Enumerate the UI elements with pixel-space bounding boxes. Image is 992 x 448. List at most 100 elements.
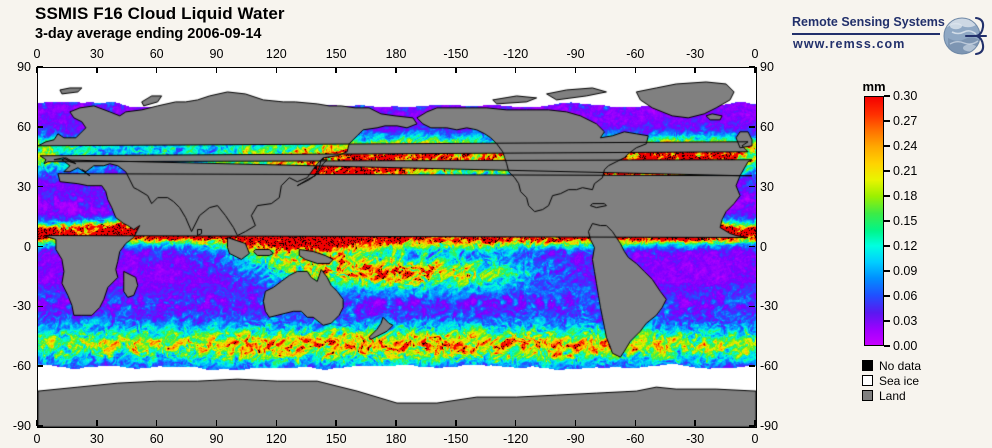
x-tick-top (694, 67, 696, 73)
y-tick-right (749, 66, 755, 68)
y-tick-right (749, 126, 755, 128)
x-tick-bottom (36, 420, 38, 426)
x-tick-top (275, 67, 278, 73)
x-axis-label-bottom: -150 (443, 432, 469, 446)
x-tick-top (574, 67, 577, 73)
y-axis-label-right: 90 (760, 60, 774, 74)
legend-label: No data (879, 358, 922, 373)
x-tick-bottom (455, 420, 457, 426)
x-tick-top (634, 67, 637, 73)
colorbar-tick (884, 120, 890, 122)
x-tick-bottom (215, 420, 218, 426)
y-tick-left (37, 185, 43, 188)
x-axis-label-top: 180 (385, 47, 407, 61)
page-subtitle: 3-day average ending 2006-09-14 (35, 26, 262, 42)
x-tick-top (395, 67, 397, 73)
y-tick-right (749, 245, 755, 248)
colorbar-tick (884, 195, 890, 197)
x-axis-label-top: 0 (751, 47, 759, 61)
x-tick-bottom (275, 420, 278, 426)
y-tick-right (749, 365, 755, 367)
legend-swatch (862, 375, 873, 386)
y-axis-label-left: 0 (24, 239, 31, 254)
colorbar-gradient (864, 96, 884, 346)
y-tick-right (749, 305, 755, 308)
cloud-liquid-water-heatmap (38, 68, 756, 427)
colorbar-tick (884, 170, 890, 172)
page-title: SSMIS F16 Cloud Liquid Water (35, 4, 285, 23)
x-axis-label-bottom: -120 (503, 432, 529, 446)
x-tick-top (36, 67, 38, 73)
colorbar-unit-label: mm (862, 79, 886, 94)
x-axis-label-bottom: 0 (751, 432, 759, 446)
y-tick-left (37, 305, 43, 308)
x-tick-bottom (694, 420, 696, 426)
y-tick-left (37, 365, 43, 367)
x-tick-bottom (395, 420, 397, 426)
x-axis-label-top: 60 (149, 47, 164, 61)
colorbar-tick-label: 0.12 (893, 239, 918, 253)
colorbar-tick-label: 0.00 (893, 339, 918, 353)
legend-swatch (862, 360, 873, 371)
colorbar-tick-label: 0.18 (893, 189, 918, 203)
y-axis-label-right: 60 (760, 119, 774, 134)
x-tick-top (215, 67, 218, 73)
colorbar-tick (884, 270, 890, 272)
x-tick-top (455, 67, 457, 73)
x-tick-bottom (335, 420, 337, 426)
x-tick-bottom (514, 420, 517, 426)
x-axis-label-bottom: 180 (385, 432, 407, 446)
y-axis-label-left: 90 (17, 60, 31, 74)
y-axis-label-right: -60 (760, 359, 779, 374)
x-axis-label-top: 30 (89, 47, 104, 61)
colorbar-tick-label: 0.24 (893, 139, 918, 153)
colorbar-tick (884, 245, 890, 247)
y-tick-right (749, 425, 755, 427)
x-axis-label-bottom: -90 (566, 432, 585, 446)
x-axis-label-top: 90 (209, 47, 224, 61)
colorbar-tick (884, 295, 890, 297)
legend-row: Sea ice (862, 373, 921, 388)
colorbar-tick-label: 0.15 (893, 214, 918, 228)
x-axis-label-top: -60 (626, 47, 645, 61)
x-axis-label-top: -120 (503, 47, 529, 61)
colorbar-tick (884, 220, 890, 222)
y-tick-left (37, 126, 43, 128)
class-legend: No data Sea ice Land (862, 358, 921, 403)
colorbar-tick-label: 0.06 (893, 289, 918, 303)
y-axis-label-right: -30 (760, 299, 779, 314)
y-axis-label-left: -30 (12, 299, 31, 314)
globe-icon (943, 16, 988, 56)
colorbar-tick-label: 0.30 (893, 89, 918, 103)
legend-swatch (862, 390, 873, 401)
x-tick-top (335, 67, 337, 73)
y-axis-label-left: 60 (17, 119, 31, 134)
x-tick-bottom (96, 420, 98, 426)
y-axis-label-left: 30 (17, 179, 31, 194)
colorbar-tick (884, 95, 890, 97)
x-axis-label-bottom: 60 (149, 432, 164, 446)
map-plot-area[interactable] (37, 67, 757, 428)
website-link[interactable]: www.remss.com (793, 37, 906, 51)
x-axis-label-top: -30 (686, 47, 705, 61)
x-axis-label-top: 120 (265, 47, 287, 61)
y-tick-right (749, 185, 755, 188)
legend-row: Land (862, 388, 921, 403)
x-tick-top (754, 67, 756, 73)
colorbar-tick (884, 145, 890, 147)
x-axis-label-bottom: 120 (265, 432, 287, 446)
x-tick-top (155, 67, 158, 73)
colorbar-tick-label: 0.09 (893, 264, 918, 278)
y-tick-left (37, 425, 43, 427)
legend-label: Land (879, 388, 906, 403)
x-axis-label-bottom: 30 (89, 432, 104, 446)
legend-label: Sea ice (879, 373, 920, 388)
y-tick-left (37, 66, 43, 68)
x-tick-bottom (754, 420, 756, 426)
y-axis-label-left: -90 (12, 419, 31, 433)
x-axis-label-bottom: -30 (686, 432, 705, 446)
branding-block[interactable]: Remote Sensing Systems www.remss.com (792, 12, 992, 62)
x-axis-label-top: -90 (566, 47, 585, 61)
x-axis-label-bottom: 150 (325, 432, 347, 446)
